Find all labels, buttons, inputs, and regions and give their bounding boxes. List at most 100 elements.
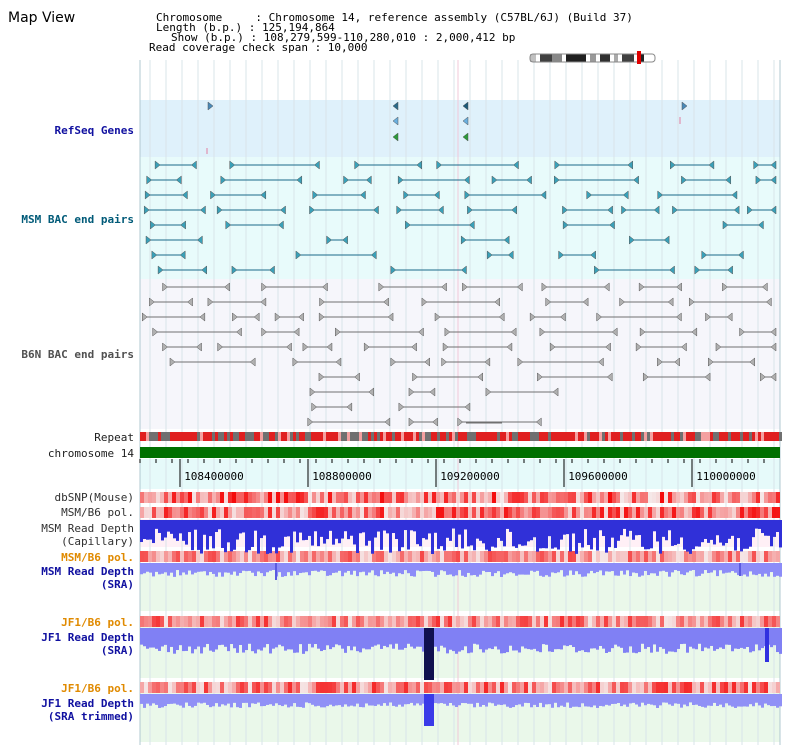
b6n-bac-end	[675, 312, 682, 322]
depth-bar	[413, 520, 416, 532]
pol-strip-cell	[256, 492, 260, 503]
pol-strip-cell	[528, 551, 532, 562]
repeat-segment	[674, 432, 677, 441]
depth-bar	[614, 694, 617, 704]
msm-bac-end	[296, 175, 303, 185]
depth-bar	[518, 628, 521, 653]
depth-bar	[455, 628, 458, 654]
depth-bar	[716, 563, 719, 577]
b6n-bac-end	[162, 342, 168, 352]
pol-strip-cell	[528, 507, 532, 518]
pol-strip-cell	[648, 551, 652, 562]
pol-strip-cell	[552, 551, 556, 562]
b6n-bac-end	[387, 312, 394, 322]
chromosome-label: chromosome 14	[47, 447, 134, 460]
depth-bar	[404, 628, 407, 648]
pol-strip-cell	[460, 616, 464, 627]
depth-bar	[362, 628, 365, 649]
depth-bar	[155, 628, 158, 649]
depth-bar	[155, 694, 158, 705]
depth-bar	[716, 520, 719, 536]
depth-bar	[713, 628, 716, 651]
pol-strip-cell	[208, 507, 212, 518]
pol-strip-cell	[748, 507, 752, 518]
pol-strip-cell	[184, 551, 188, 562]
pol-strip-cell	[260, 492, 264, 503]
depth-bar	[506, 628, 509, 653]
pol-strip-cell	[148, 492, 152, 503]
pol-strip-cell	[672, 551, 676, 562]
depth-bar	[593, 563, 596, 574]
pol-strip-cell	[140, 507, 144, 518]
ideogram-band	[540, 54, 554, 62]
depth-bar	[440, 520, 443, 547]
pol-strip-cell	[436, 507, 440, 518]
pol-strip-cell	[652, 682, 656, 693]
pol-strip-cell	[736, 492, 740, 503]
repeat-segment	[725, 432, 728, 441]
b6n-bac-end	[765, 297, 772, 307]
depth-bar	[227, 694, 230, 704]
depth-bar	[458, 520, 461, 535]
dbsnp-label: dbSNP(Mouse)	[54, 491, 134, 504]
repeat-segment	[443, 432, 446, 441]
depth-bar	[224, 628, 227, 647]
msm-bac-end	[738, 250, 744, 260]
pol-strip-cell	[220, 682, 224, 693]
depth-bar	[647, 520, 650, 550]
axis-bg	[140, 459, 780, 489]
pol-strip-cell	[192, 682, 196, 693]
depth-bar	[692, 520, 695, 550]
pol-strip-cell	[440, 682, 444, 693]
msm-bac-end	[467, 205, 473, 215]
depth-bar	[479, 628, 482, 650]
repeat-segment	[746, 432, 749, 441]
msm-bac-end	[143, 205, 150, 215]
depth-bar	[386, 628, 389, 648]
depth-bar	[353, 694, 356, 707]
pol-strip-cell	[464, 492, 468, 503]
depth-bar	[740, 563, 743, 576]
pol-strip-cell	[272, 492, 276, 503]
depth-bar	[353, 628, 356, 647]
pol-strip-cell	[584, 616, 588, 627]
depth-bar	[536, 694, 539, 708]
b6n-bac-end	[770, 327, 777, 337]
depth-bar	[254, 563, 257, 577]
depth-bar	[503, 563, 506, 575]
depth-bar	[527, 520, 530, 542]
depth-bar	[539, 628, 542, 653]
repeat-segment	[779, 432, 782, 441]
depth-bar	[164, 694, 167, 707]
pol-strip-cell	[776, 682, 780, 693]
repeat-segment	[776, 432, 779, 441]
depth-bar	[725, 694, 728, 704]
pol-strip-cell	[392, 616, 396, 627]
pol-strip-cell	[152, 492, 156, 503]
pol-strip-cell	[356, 551, 360, 562]
depth-bar	[242, 520, 245, 533]
pol-strip-cell	[436, 551, 440, 562]
pol-strip-cell	[272, 682, 276, 693]
pol-strip-cell	[496, 616, 500, 627]
pol-strip-cell	[480, 507, 484, 518]
pol-strip-cell	[220, 551, 224, 562]
repeat-segment	[344, 432, 347, 441]
depth-bar	[713, 520, 716, 545]
pol-strip-cell	[352, 492, 356, 503]
pol-strip-cell	[160, 551, 164, 562]
repeat-segment	[686, 432, 689, 441]
pol-strip-cell	[168, 551, 172, 562]
depth-bar	[437, 628, 440, 652]
repeat-segment	[764, 432, 767, 441]
pol-strip-cell	[396, 507, 400, 518]
depth-bar	[200, 628, 203, 654]
pol-strip-cell	[584, 551, 588, 562]
b6n-bac-end	[261, 282, 267, 292]
repeat-segment	[191, 432, 194, 441]
repeat-segment	[254, 432, 257, 441]
depth-bar	[509, 628, 512, 646]
repeat-segment	[314, 432, 317, 441]
depth-bar	[452, 520, 455, 529]
